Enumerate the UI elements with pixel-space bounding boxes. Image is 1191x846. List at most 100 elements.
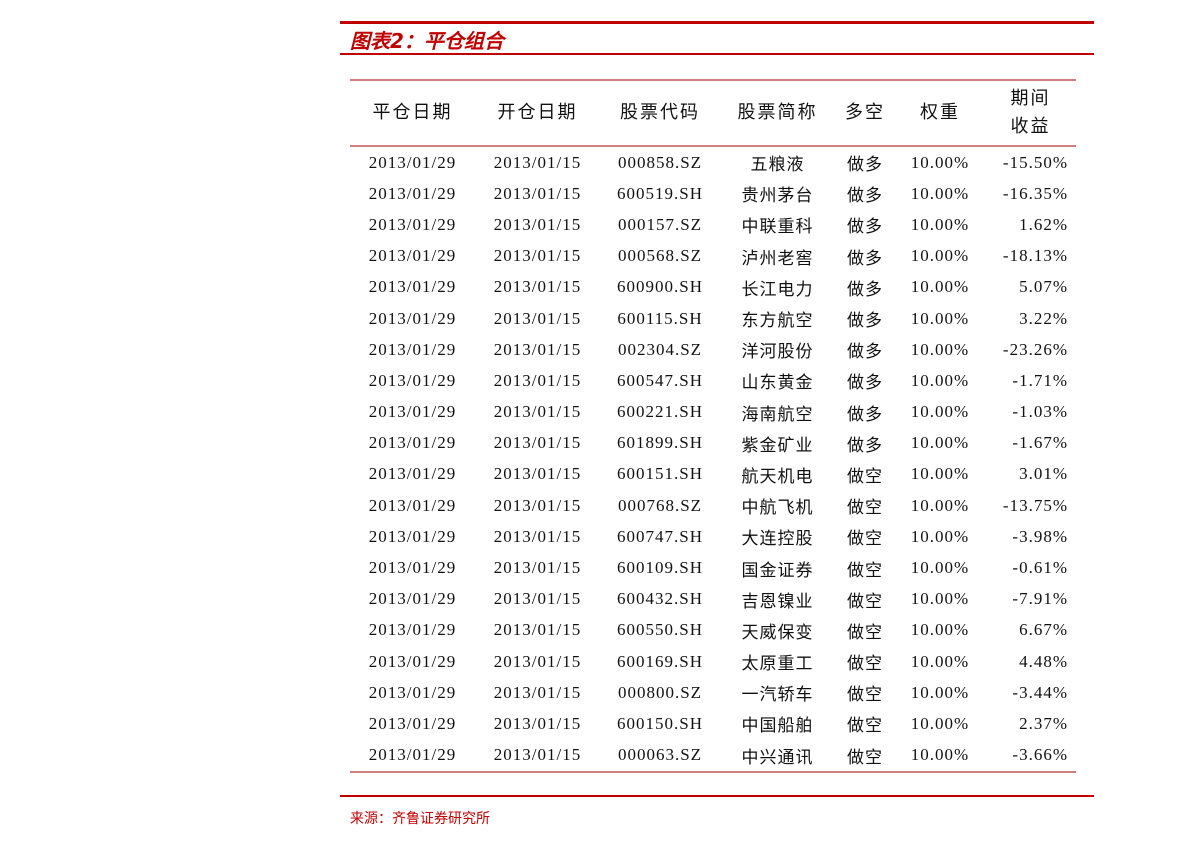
table-cell: 2013/01/29 <box>368 495 457 515</box>
column-header: 开仓日期 <box>497 102 578 123</box>
table-cell: 做空 <box>847 498 883 518</box>
table-cell: 2013/01/15 <box>493 183 582 203</box>
table-cell: 2013/01/29 <box>368 651 457 671</box>
table-cell: 做空 <box>847 716 883 736</box>
table-cell: 10.00% <box>910 277 970 297</box>
table-cell: 中兴通讯 <box>741 747 814 767</box>
table-row: 2013/01/29 2013/01/15 000157.SZ 中联重科 做多 10.00… <box>350 209 1076 240</box>
table-cell: 2013/01/29 <box>368 339 457 359</box>
table-cell: 中联重科 <box>741 217 814 237</box>
table-cell: 601899.SH <box>617 433 703 453</box>
table-cell: 2013/01/15 <box>493 682 582 702</box>
table-row: 2013/01/29 2013/01/15 600151.SH 航天机电 做空 10.00… <box>350 459 1076 490</box>
table-cell: -1.67% <box>1012 433 1068 453</box>
table-cell: 1.62% <box>1019 214 1068 234</box>
table-cell: 2013/01/15 <box>493 464 582 484</box>
table-cell: 10.00% <box>910 464 970 484</box>
table-cell: 002304.SZ <box>617 339 703 359</box>
table-cell: 做空 <box>847 560 883 580</box>
table-row: 2013/01/29 2013/01/15 000800.SZ 一汽轿车 做空 10.00… <box>350 677 1076 708</box>
table-cell: 2013/01/15 <box>493 339 582 359</box>
table-cell: 4.48% <box>1019 651 1068 671</box>
table-cell: 10.00% <box>910 370 970 390</box>
table-cell: 天威保变 <box>741 622 814 642</box>
table-cell: 2013/01/29 <box>368 402 457 422</box>
table-cell: 做空 <box>847 529 883 549</box>
table-cell: 国金证券 <box>741 560 814 580</box>
table-cell: 紫金矿业 <box>741 435 814 455</box>
table-cell: 10.00% <box>910 152 970 172</box>
table-cell: -23.26% <box>1002 339 1068 359</box>
table-cell: 10.00% <box>910 745 970 765</box>
table-cell: 000568.SZ <box>617 246 703 266</box>
table-cell: 航天机电 <box>741 466 814 486</box>
table-cell: 中航飞机 <box>741 498 814 518</box>
bottom-rule <box>340 795 1094 797</box>
table-cell: -18.13% <box>1002 246 1068 266</box>
table-cell: 做多 <box>847 186 883 206</box>
table-cell: 做空 <box>847 622 883 642</box>
table-cell: 2013/01/15 <box>493 745 582 765</box>
table-cell: 2013/01/15 <box>493 713 582 733</box>
figure-title: 图表2：平仓组合 <box>350 29 504 53</box>
table-cell: 600221.SH <box>617 402 703 422</box>
title-rule <box>340 53 1094 55</box>
table-cell: 2013/01/15 <box>493 152 582 172</box>
column-header: 多空 <box>845 102 885 123</box>
table-cell: 600900.SH <box>617 277 703 297</box>
table-cell: 3.01% <box>1019 464 1068 484</box>
table-row: 2013/01/29 2013/01/15 600547.SH 山东黄金 做多 10.00… <box>350 365 1076 396</box>
top-rule <box>340 21 1094 24</box>
table-cell: 2013/01/15 <box>493 308 582 328</box>
table-cell: 2013/01/15 <box>493 214 582 234</box>
table-cell: 000768.SZ <box>617 495 703 515</box>
table-cell: 000063.SZ <box>617 745 703 765</box>
table-cell: 10.00% <box>910 526 970 546</box>
table-cell: -3.44% <box>1012 682 1068 702</box>
table-cell: 太原重工 <box>741 654 814 674</box>
table-cell: 6.67% <box>1019 620 1068 640</box>
table-cell: 做多 <box>847 404 883 424</box>
table-cell: 2013/01/29 <box>368 558 457 578</box>
table-cell: 2013/01/29 <box>368 152 457 172</box>
table-cell: 10.00% <box>910 214 970 234</box>
table-row: 2013/01/29 2013/01/15 600109.SH 国金证券 做空 10.00… <box>350 552 1076 583</box>
table-cell: 600747.SH <box>617 526 703 546</box>
table-cell: 000858.SZ <box>617 152 703 172</box>
table-cell: 10.00% <box>910 713 970 733</box>
table-header: 平仓日期 开仓日期 股票代码 股票简称 多空 权重 期间收益 <box>350 80 1076 146</box>
source-note: 来源：齐鲁证券研究所 <box>350 811 490 827</box>
table-cell: 一汽轿车 <box>741 685 814 705</box>
table-cell: -13.75% <box>1002 495 1068 515</box>
table-cell: 2.37% <box>1019 713 1068 733</box>
table-cell: 10.00% <box>910 339 970 359</box>
table-cell: 2013/01/29 <box>368 433 457 453</box>
table-cell: 2013/01/29 <box>368 620 457 640</box>
table-row: 2013/01/29 2013/01/15 600221.SH 海南航空 做多 10.00… <box>350 397 1076 428</box>
table-cell: 贵州茅台 <box>741 186 814 206</box>
table-row: 2013/01/29 2013/01/15 601899.SH 紫金矿业 做多 10.00… <box>350 428 1076 459</box>
table-row: 2013/01/29 2013/01/15 600169.SH 太原重工 做空 10.00… <box>350 646 1076 677</box>
table-cell: 000800.SZ <box>617 682 703 702</box>
table-cell: 10.00% <box>910 682 970 702</box>
table-cell: 山东黄金 <box>741 373 814 393</box>
table-cell: -1.03% <box>1012 402 1068 422</box>
table-row: 2013/01/29 2013/01/15 600550.SH 天威保变 做空 10.00… <box>350 615 1076 646</box>
table-cell: 2013/01/29 <box>368 745 457 765</box>
table-cell: 2013/01/29 <box>368 713 457 733</box>
table-cell: 2013/01/29 <box>368 682 457 702</box>
column-header: 权重 <box>920 102 960 123</box>
table-cell: 2013/01/29 <box>368 183 457 203</box>
table-cell: 做多 <box>847 217 883 237</box>
table-cell: 做多 <box>847 279 883 299</box>
table-cell: 10.00% <box>910 433 970 453</box>
table-cell: 海南航空 <box>741 404 814 424</box>
table-row: 2013/01/29 2013/01/15 600519.SH 贵州茅台 做多 10.00… <box>350 178 1076 209</box>
table-cell: 2013/01/15 <box>493 526 582 546</box>
table-row: 2013/01/29 2013/01/15 600747.SH 大连控股 做空 10.00… <box>350 521 1076 552</box>
table-cell: 做空 <box>847 654 883 674</box>
table-cell: 东方航空 <box>741 311 814 331</box>
table-cell: 600547.SH <box>617 370 703 390</box>
table-row: 2013/01/29 2013/01/15 600150.SH 中国船舶 做空 10.00… <box>350 708 1076 739</box>
table-cell: 10.00% <box>910 558 970 578</box>
